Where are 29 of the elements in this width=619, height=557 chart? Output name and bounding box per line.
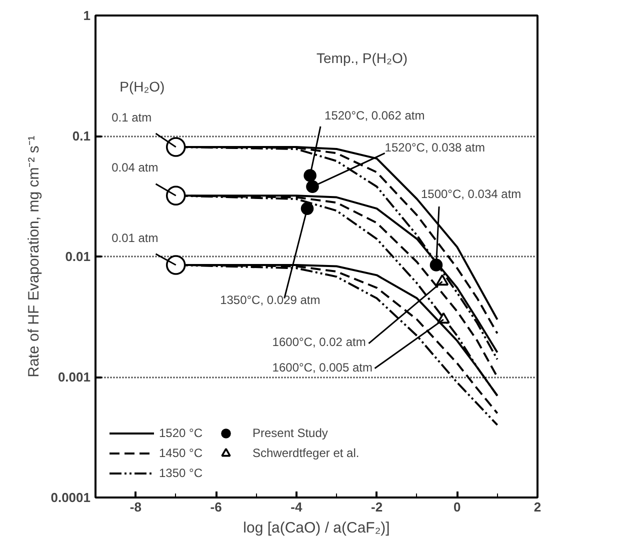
y-tick-label: 0.001 bbox=[58, 370, 91, 384]
annotation: 1350°C, 0.029 atm bbox=[220, 293, 320, 308]
legend-label: Present Study bbox=[252, 426, 328, 440]
annotation: 0.01 atm bbox=[112, 230, 158, 245]
annotation: 0.04 atm bbox=[112, 160, 158, 174]
annotation: Temp., P(H₂O) bbox=[316, 50, 408, 66]
y-tick-label: 0.01 bbox=[65, 249, 91, 264]
y-tick-label: 0.0001 bbox=[50, 490, 91, 505]
x-tick-label: -8 bbox=[130, 500, 142, 514]
x-tick-label: 0 bbox=[454, 500, 461, 514]
legend-label: 1520 °C bbox=[159, 426, 202, 440]
legend-label: 1350 °C bbox=[159, 466, 202, 480]
legend-label: 1450 °C bbox=[159, 446, 202, 460]
annotation: 1520°C, 0.038 atm bbox=[384, 140, 486, 155]
x-tick-label: -2 bbox=[370, 500, 383, 514]
annotation: P(H₂O) bbox=[120, 78, 165, 95]
annotation: 1600°C, 0.02 atm bbox=[272, 335, 366, 350]
annotation: 0.1 atm bbox=[112, 110, 152, 124]
annotation: 1500°C, 0.034 atm bbox=[420, 186, 522, 201]
y-axis-title: Rate of HF Evaporation, mg cm⁻² s⁻¹ bbox=[26, 136, 43, 378]
annotation: 1600°C, 0.005 atm bbox=[272, 360, 373, 374]
x-tick-label: -4 bbox=[290, 500, 303, 514]
x-tick-label: 2 bbox=[534, 500, 542, 514]
y-tick-label: 0.1 bbox=[72, 128, 91, 144]
x-axis-title: log [a(CaO) / a(CaF₂)] bbox=[243, 520, 390, 536]
legend-label: Schwerdtfeger et al. bbox=[252, 446, 360, 460]
x-tick-label: -6 bbox=[210, 500, 222, 514]
annotation: 1520°C, 0.062 atm bbox=[324, 108, 425, 122]
y-tick-label: 1 bbox=[83, 8, 91, 23]
